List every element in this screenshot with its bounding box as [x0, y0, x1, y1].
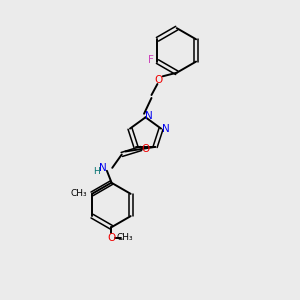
Text: N: N	[145, 111, 153, 121]
Text: F: F	[148, 56, 154, 65]
Text: N: N	[100, 164, 107, 173]
Text: CH₃: CH₃	[70, 189, 87, 198]
Text: CH₃: CH₃	[116, 233, 133, 242]
Text: O: O	[141, 143, 150, 154]
Text: O: O	[107, 233, 116, 243]
Text: H: H	[93, 167, 100, 176]
Text: O: O	[155, 75, 163, 85]
Text: N: N	[162, 124, 170, 134]
